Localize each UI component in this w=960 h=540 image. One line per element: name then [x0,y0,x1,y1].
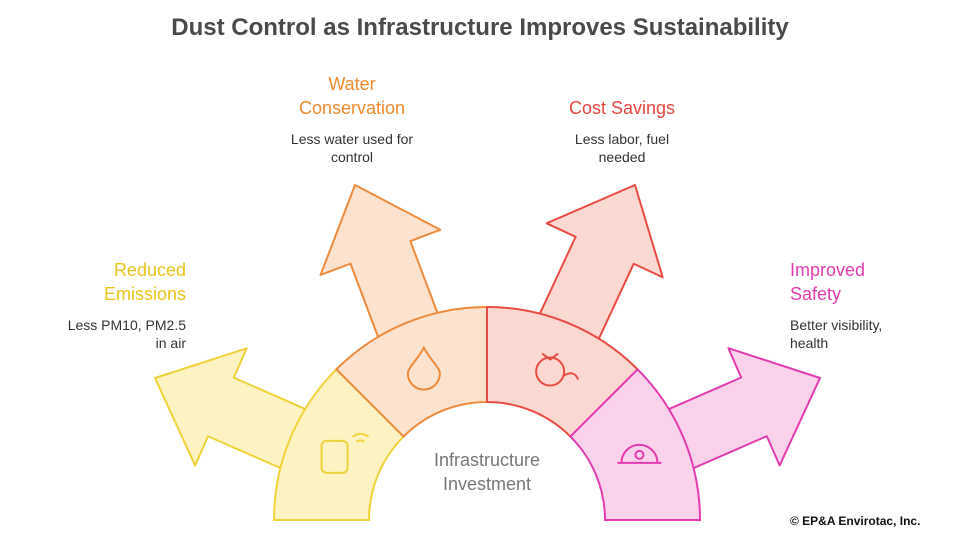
title: Dust Control as Infrastructure Improves … [171,14,789,41]
branch-label: Improved Safety [790,260,866,304]
branch: Improved Safety Better visibility, healt… [790,258,910,352]
branch-label: Cost Savings [568,98,676,118]
icon [320,439,349,474]
icon [535,356,566,387]
branch-description: Less PM10, PM2.5 in air [67,317,186,351]
branch: Cost Savings Less labor, fuel needed [547,96,697,166]
copyright: © EP&A Envirotac, Inc. [790,514,921,528]
branch-description: Less labor, fuel needed [574,131,670,165]
icon [406,345,441,391]
branch-label: Reduced Emissions [103,260,186,304]
icon [541,352,580,380]
branch-description: Better visibility, health [790,317,883,351]
branch: Reduced Emissions Less PM10, PM2.5 in ai… [36,258,186,352]
branch-label: Water Conservation [298,74,406,118]
icon [351,432,370,443]
branch-description: Less water used for control [290,131,414,165]
branch: Water Conservation Less water used for c… [277,72,427,166]
icon [617,443,662,464]
icon [634,449,645,460]
center-label: Infrastructure Investment [433,450,541,494]
